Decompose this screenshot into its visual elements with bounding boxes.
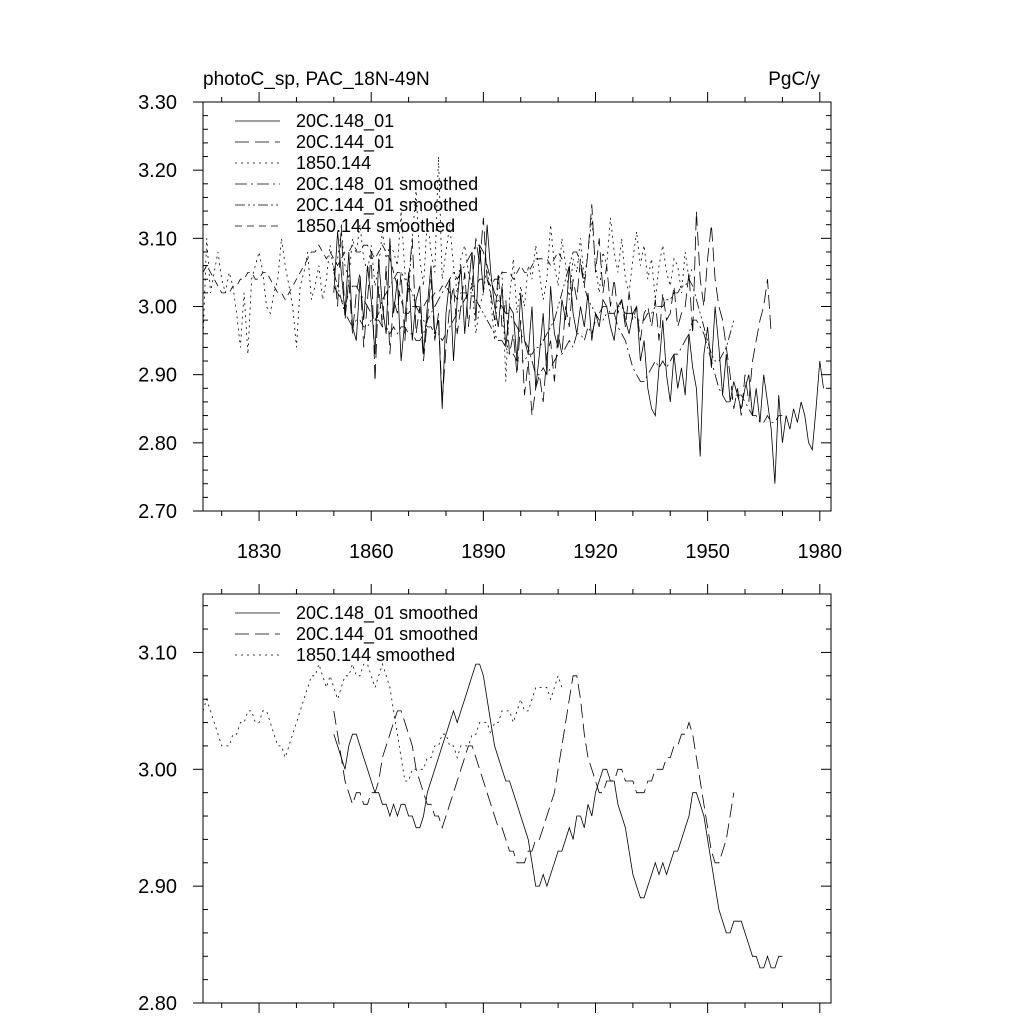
series-line-20c-144-01-smoothed [333,251,735,362]
series-line-1850-144-smoothed [203,244,566,314]
y-tick-label: 3.20 [138,160,177,182]
x-tick-label: 1890 [461,541,506,563]
y-tick-label: 2.70 [138,501,177,523]
y-tick-label: 3.30 [138,92,177,114]
x-tick-label: 1920 [573,541,618,563]
series-line-1850-144-smoothed [203,662,566,782]
series-line-20c-148-01 [333,224,824,484]
y-tick-label: 2.80 [138,433,177,455]
x-tick-label: 1830 [237,541,282,563]
top-title-right: PgC/y [768,69,820,90]
y-tick-label: 2.90 [138,876,177,898]
bottom-panel: 2.80 2.90 3.00 3.10 20C.148_01 smoothed20C.1… [138,584,832,1015]
y-tick-label: 3.00 [138,297,177,319]
legend-label: 1850.144 [296,153,371,173]
series-line-20c-144-01 [333,204,772,416]
plot-frame [202,593,832,1004]
y-tick-label: 2.90 [138,365,177,387]
legend-label: 20C.144_01 [296,132,394,153]
legend-label: 1850.144 smoothed [296,645,455,665]
legend-label: 20C.148_01 [296,111,394,132]
legend-label: 20C.144_01 smoothed [296,624,478,645]
y-tick-label: 3.10 [138,228,177,250]
legend-label: 20C.148_01 smoothed [296,603,478,624]
top-title-left: photoC_sp, PAC_18N-49N [203,69,430,90]
series-line-20c-148-01-smoothed [333,663,783,969]
series-line-20c-148-01-smoothed [333,244,783,423]
top-panel: photoC_sp, PAC_18N-49N PgC/y 1830 1860 189… [138,69,842,563]
x-tick-label: 1980 [798,541,843,563]
y-tick-label: 2.80 [138,993,177,1015]
x-tick-label: 1950 [685,541,730,563]
x-tick-label: 1860 [349,541,394,563]
series-line-20c-144-01-smoothed [333,675,735,864]
legend-label: 1850.144 smoothed [296,216,455,236]
legend-label: 20C.144_01 smoothed [296,195,478,216]
y-tick-label: 3.00 [138,759,177,781]
y-tick-label: 3.10 [138,642,177,664]
legend-label: 20C.148_01 smoothed [296,174,478,195]
